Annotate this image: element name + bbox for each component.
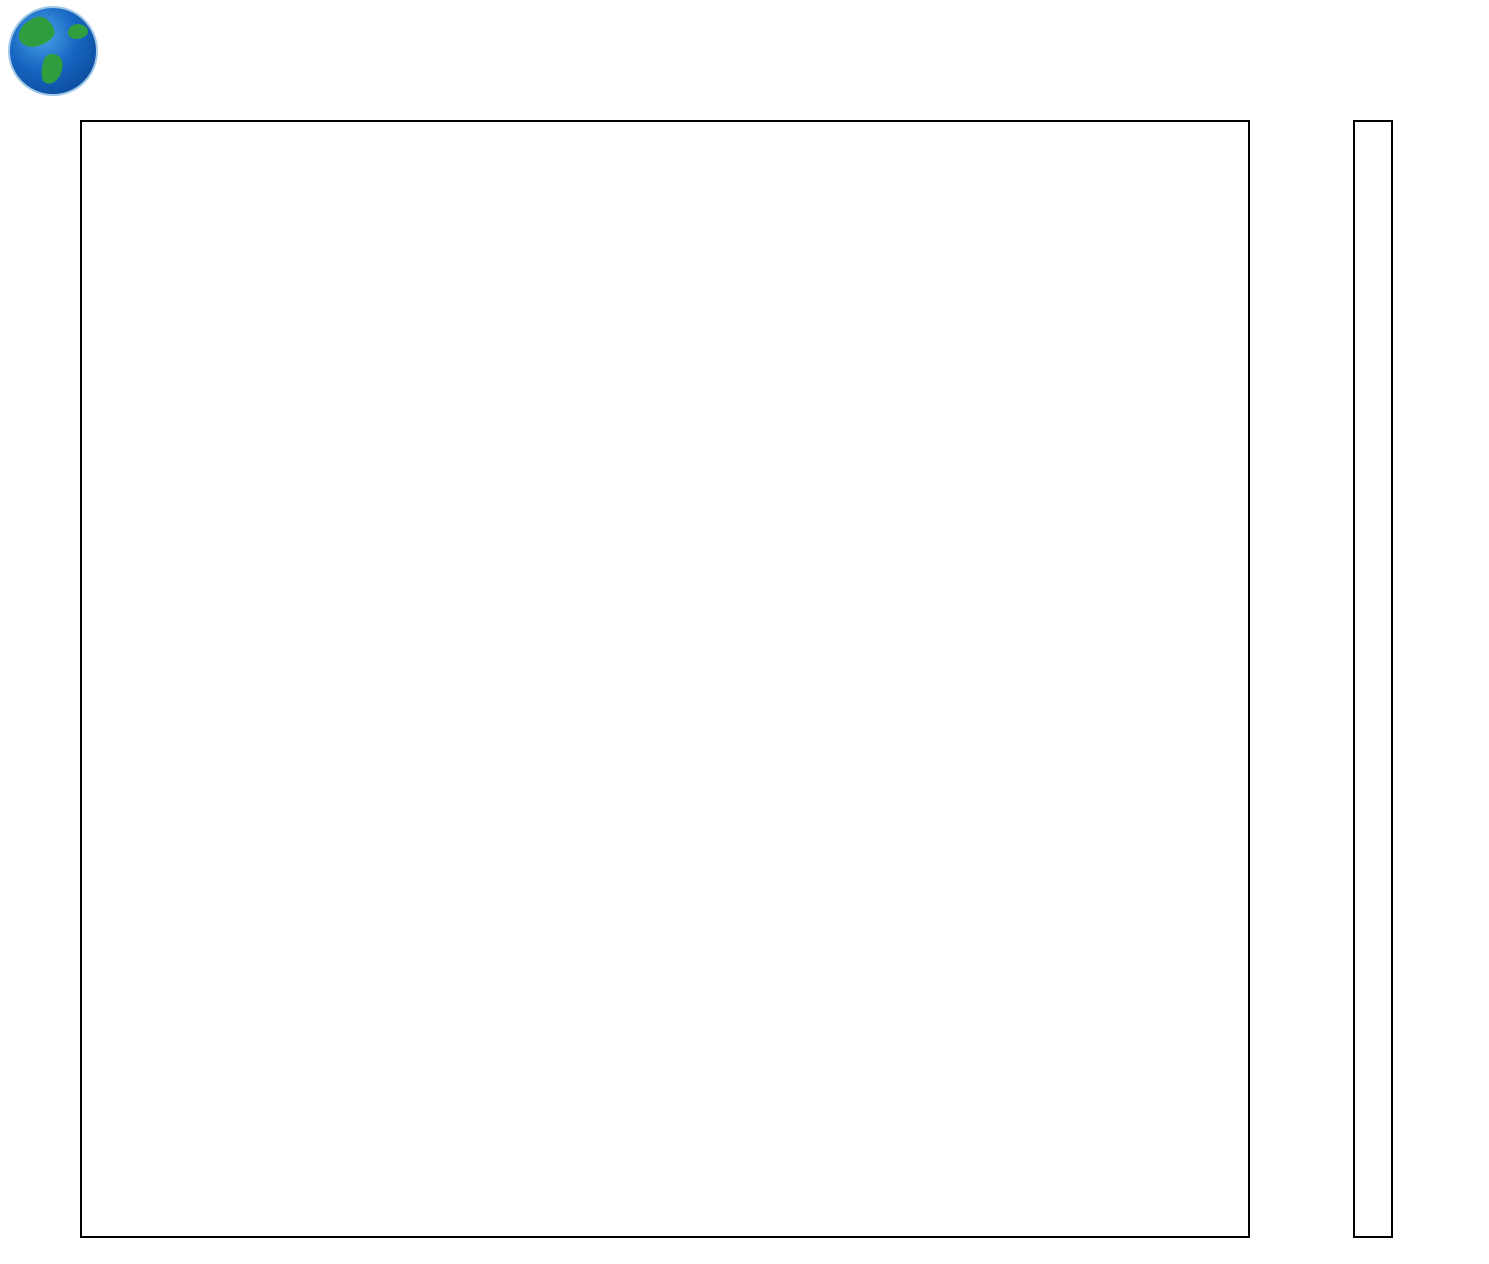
colorbar <box>1353 120 1393 1238</box>
coaps-logo <box>8 6 98 96</box>
map-plot-area <box>80 120 1250 1238</box>
logo-landmass <box>14 13 58 51</box>
wind-barb-canvas <box>82 122 1248 1236</box>
logo-landmass <box>39 52 65 86</box>
contour-overlay <box>82 122 1248 1236</box>
logo-landmass <box>68 24 88 39</box>
